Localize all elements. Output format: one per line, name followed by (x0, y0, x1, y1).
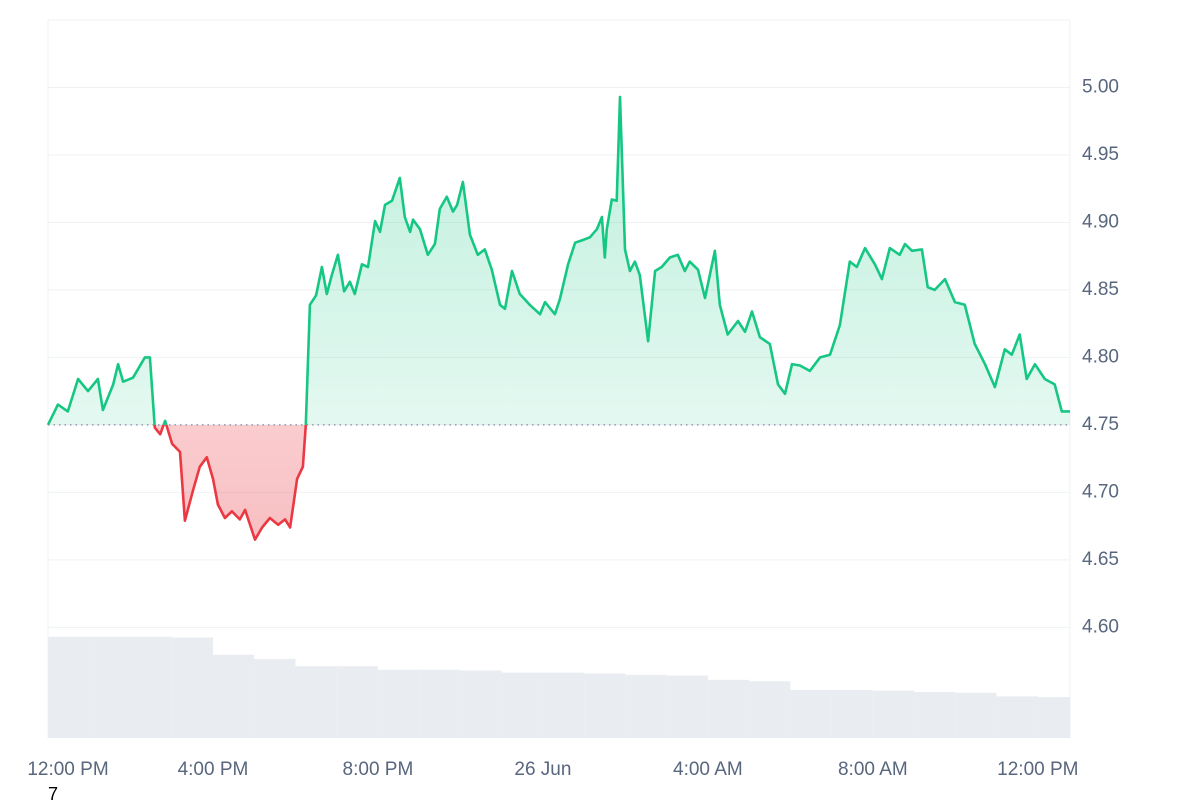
x-tick-label: 8:00 AM (838, 759, 908, 780)
y-tick-label: 4.90 (1082, 211, 1119, 232)
area-above (48, 96, 1070, 425)
volume-bar (542, 672, 585, 738)
volume-bar (996, 696, 1038, 738)
volume-bar (212, 654, 255, 738)
x-tick-label: 8:00 PM (343, 759, 414, 780)
volume-bar (89, 636, 131, 738)
y-tick-label: 4.60 (1082, 616, 1119, 637)
x-tick-label: 12:00 PM (997, 759, 1078, 780)
y-tick-label: 5.00 (1082, 76, 1119, 97)
y-tick-label: 4.85 (1082, 279, 1119, 300)
y-tick-label: 4.80 (1082, 346, 1119, 367)
volume-bar (501, 672, 543, 738)
y-tick-label: 4.65 (1082, 549, 1119, 570)
x-tick-label: 4:00 PM (178, 759, 249, 780)
volume-bar (625, 674, 667, 738)
volume-bar (584, 673, 626, 738)
y-tick-label: 4.75 (1082, 414, 1119, 435)
volume-bar (749, 681, 791, 738)
annotation: 7 (48, 784, 58, 800)
volume-bar (1037, 697, 1070, 738)
volume-bar (914, 692, 956, 738)
volume-bar (48, 636, 90, 738)
volume-bar (790, 689, 832, 738)
y-tick-label: 4.70 (1082, 481, 1119, 502)
x-tick-label: 26 Jun (514, 759, 571, 780)
volume-bar (254, 659, 296, 738)
volume-bar (460, 670, 502, 738)
area-below (48, 424, 306, 540)
volume-bar (377, 669, 420, 738)
x-tick-label: 12:00 PM (27, 759, 108, 780)
volume-bar (295, 666, 337, 738)
x-tick-label: 4:00 AM (673, 759, 743, 780)
volume-bar (171, 637, 213, 738)
volume-bar (666, 675, 708, 738)
y-tick-label: 4.95 (1082, 144, 1119, 165)
price-line-down (47, 424, 308, 541)
volume-bar (130, 636, 172, 738)
volume-bar (419, 669, 461, 738)
price-line-up (46, 95, 1070, 425)
volume-bar (872, 690, 915, 738)
volume-bar (955, 692, 997, 738)
volume-bar (336, 666, 378, 738)
volume-bar (707, 679, 750, 738)
volume-bar (831, 689, 873, 738)
